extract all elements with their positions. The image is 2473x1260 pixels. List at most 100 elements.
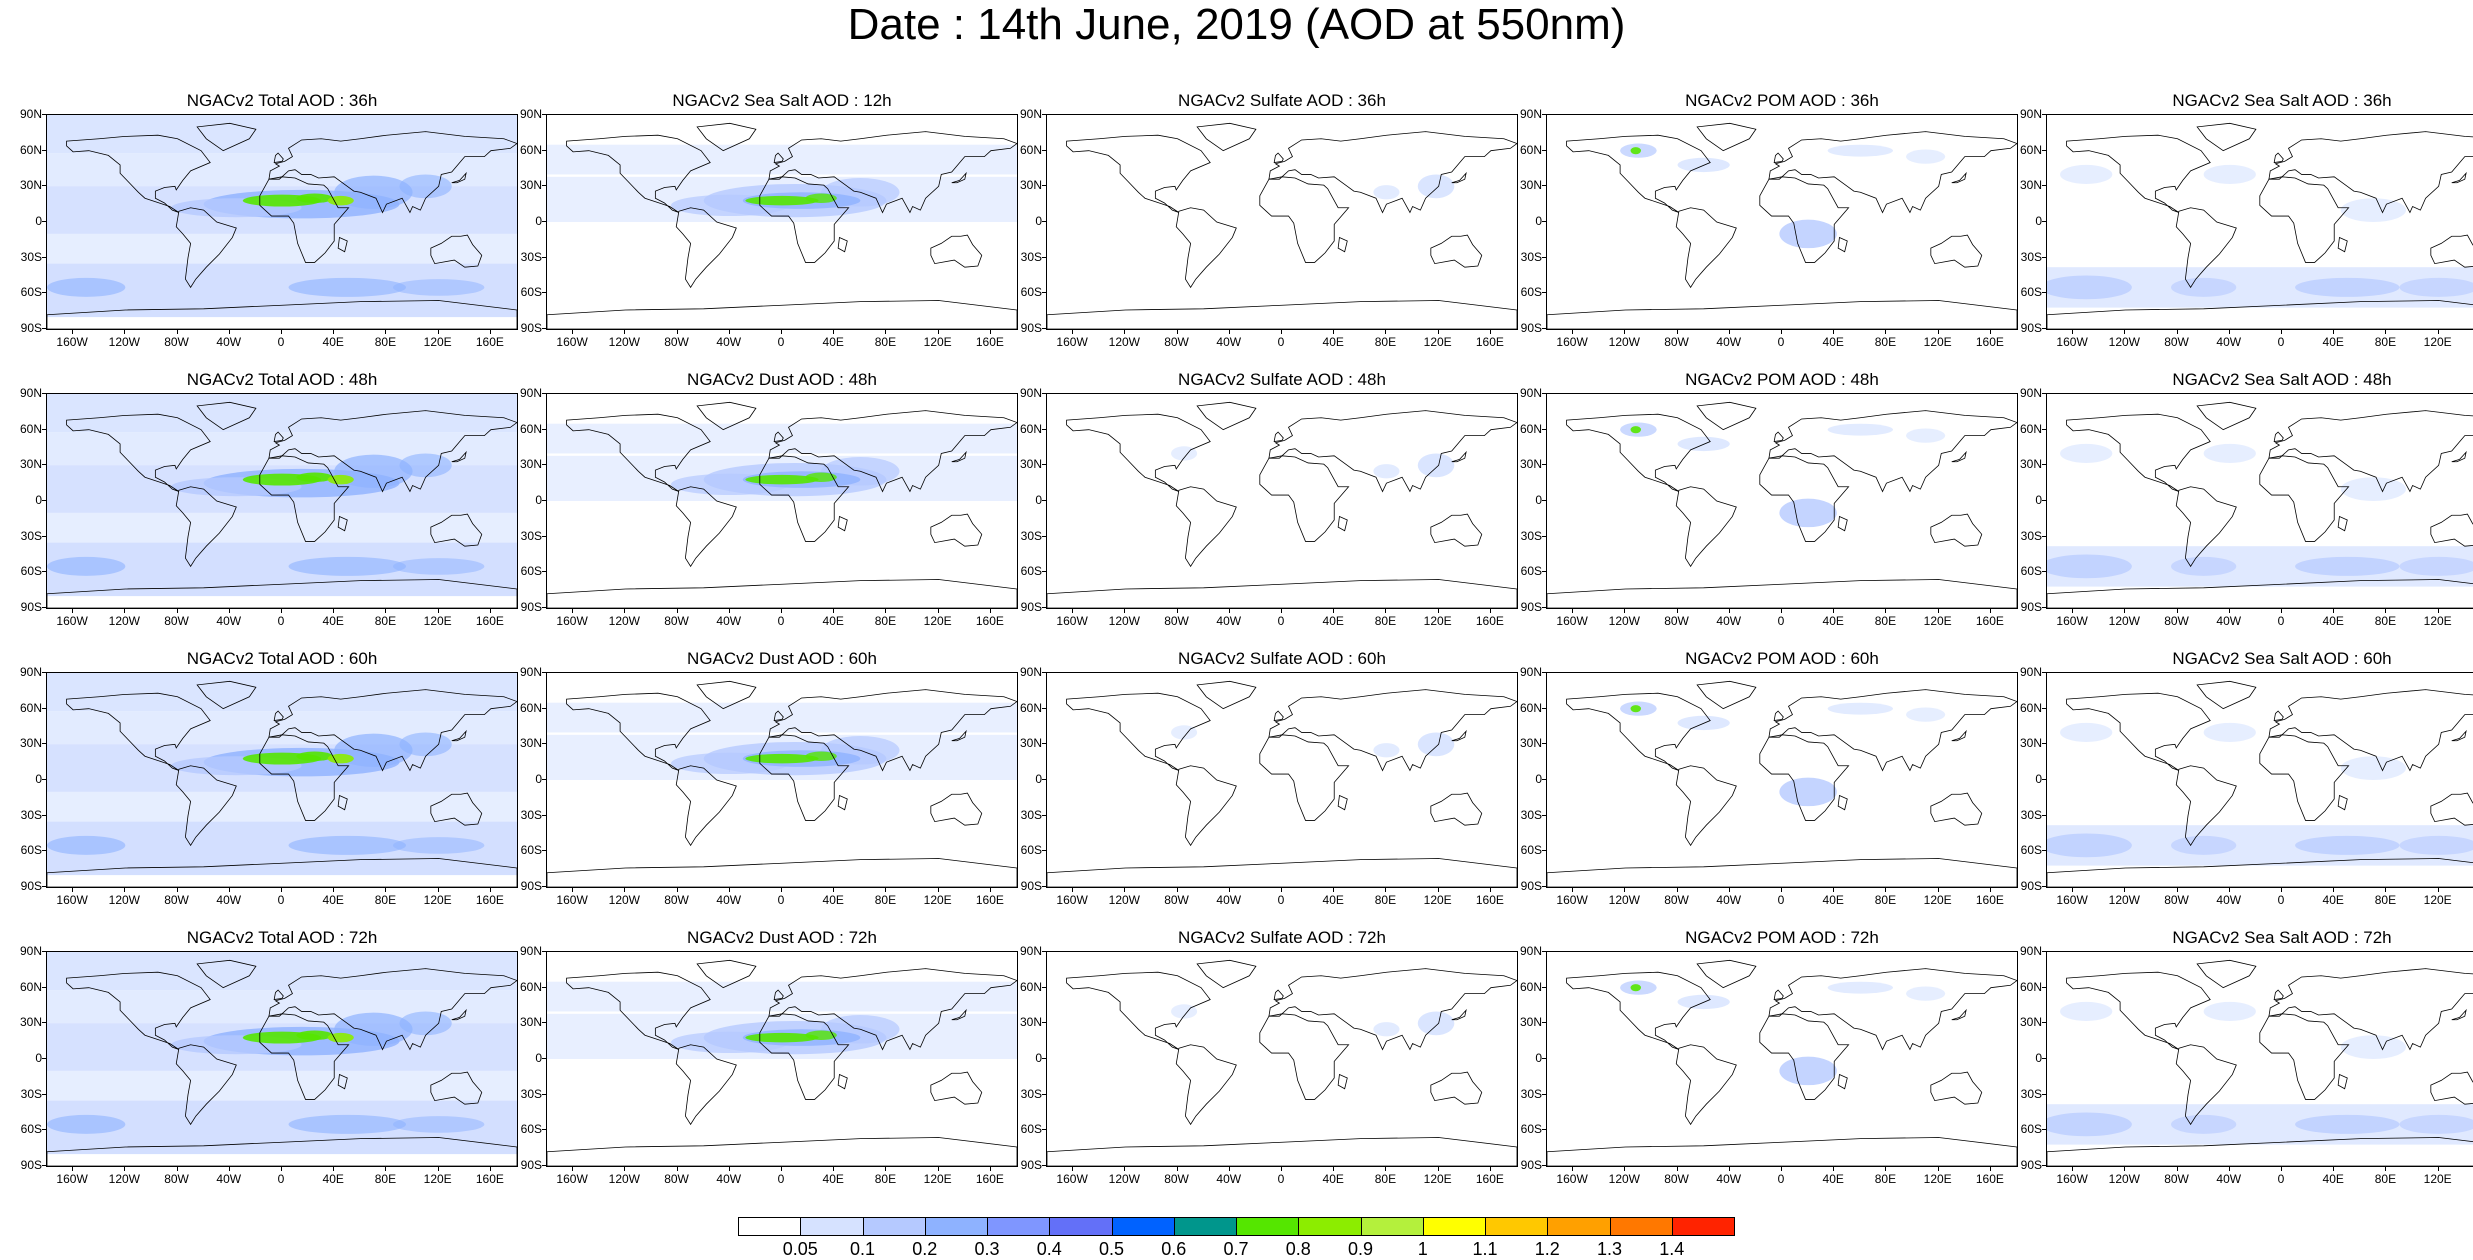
lon-tick-label: 40E: [1822, 893, 1844, 907]
lon-tick-label: 160W: [2056, 893, 2088, 907]
lon-tick-label: 160W: [556, 335, 588, 349]
lon-tick: [1489, 1166, 1491, 1171]
lat-tick-label: 0: [535, 1051, 542, 1065]
lon-tick-label: 80E: [374, 614, 397, 628]
lat-tick-label: 90S: [1020, 1158, 1042, 1172]
colorbar-swatch: [1609, 1217, 1673, 1236]
lat-tick: [42, 1022, 46, 1024]
lon-tick-label: 80W: [1164, 1172, 1189, 1186]
lat-tick: [2042, 814, 2046, 816]
lon-tick: [2437, 1166, 2439, 1171]
lon-tick: [1176, 329, 1178, 334]
lat-tick: [542, 1129, 546, 1131]
lon-tick-label: 80E: [874, 614, 897, 628]
lat-tick: [1042, 986, 1046, 988]
colorbar-swatch: [738, 1217, 802, 1236]
lat-tick-label: 60N: [19, 979, 42, 994]
lon-tick-label: 160W: [1556, 335, 1588, 349]
lon-tick: [228, 608, 230, 613]
lon-tick: [385, 1166, 387, 1171]
lon-tick-label: 160W: [56, 614, 88, 628]
lon-tick-label: 0: [1277, 335, 1285, 349]
lon-tick: [333, 887, 335, 892]
lon-tick: [1176, 887, 1178, 892]
lon-tick-label: 40W: [2216, 335, 2242, 349]
aod-field-map: [1047, 680, 1517, 887]
lat-tick: [542, 149, 546, 151]
lon-tick-label: 120W: [608, 614, 640, 628]
lon-tick: [1385, 329, 1387, 334]
lon-tick: [281, 887, 282, 892]
lat-tick: [1542, 464, 1546, 466]
colorbar-swatch: [987, 1217, 1051, 1236]
lon-tick: [1281, 608, 1282, 613]
lon-tick: [1833, 329, 1835, 334]
map-frame: [2046, 672, 2473, 888]
lon-tick: [1489, 887, 1491, 892]
lat-tick-label: 60N: [19, 421, 42, 436]
lon-tick-label: 40W: [2216, 893, 2242, 907]
colorbar-swatch: [1049, 1217, 1113, 1236]
lon-tick: [72, 887, 74, 892]
lon-tick-label: 80E: [1374, 335, 1397, 349]
lat-tick-label: 60S: [1020, 843, 1042, 858]
lat-tick-label: 60N: [1519, 142, 1542, 157]
lon-tick-label: 160W: [1556, 893, 1588, 907]
lon-tick: [676, 1166, 678, 1171]
lat-tick: [42, 114, 46, 115]
lon-tick-label: 160E: [2468, 336, 2473, 348]
lat-tick-label: 0: [1535, 772, 1542, 786]
lon-tick: [333, 608, 335, 613]
lon-tick: [937, 329, 939, 334]
lat-tick-label: 0: [1535, 1051, 1542, 1065]
colorbar-swatch: [1547, 1217, 1611, 1236]
lat-tick-label: 90N: [1019, 386, 1042, 400]
lat-tick-label: 90N: [2019, 944, 2042, 958]
lon-tick-label: 40E: [822, 893, 844, 907]
lon-tick: [1833, 887, 1835, 892]
lat-tick: [1542, 500, 1546, 501]
lat-tick-label: 60S: [1020, 1122, 1042, 1137]
lon-tick: [176, 887, 178, 892]
lat-tick: [2042, 221, 2046, 222]
lat-tick-label: 30S: [1520, 1086, 1542, 1101]
lat-tick-label: 30N: [19, 1015, 42, 1030]
lon-tick: [2228, 608, 2230, 613]
lon-tick-label: 160E: [1475, 893, 1504, 907]
lon-tick: [989, 887, 991, 892]
lon-tick: [2281, 329, 2282, 334]
lon-tick: [1781, 887, 1782, 892]
lat-tick-label: 90S: [2020, 1158, 2042, 1172]
lon-tick-label: 40W: [1716, 335, 1742, 349]
lat-tick: [1042, 292, 1046, 294]
lat-tick-label: 90S: [1520, 1158, 1542, 1172]
lat-tick: [42, 500, 46, 501]
map-panel-pom: NGACv2 POM AOD : 36h 90N 60N 30N 0 30S 60S 90S 1…: [1520, 90, 2018, 370]
lon-tick-label: 40W: [1716, 614, 1742, 628]
lon-tick: [281, 1166, 282, 1171]
panel-title: NGACv2 POM AOD : 36h: [1685, 91, 1879, 110]
colorbar-label: 0.5: [1098, 1239, 1125, 1259]
lat-tick-label: 0: [1035, 493, 1042, 507]
lon-tick: [1728, 608, 1730, 613]
lon-tick-label: 80W: [1164, 893, 1189, 907]
lon-tick: [489, 329, 491, 334]
lon-tick-label: 40E: [1322, 1172, 1344, 1186]
lon-tick: [489, 887, 491, 892]
lon-tick-label: 120E: [2423, 335, 2452, 349]
lon-tick: [1333, 887, 1335, 892]
lon-tick-label: 40E: [2322, 335, 2344, 349]
lat-tick: [542, 221, 546, 222]
lon-tick: [728, 887, 730, 892]
lon-tick: [2333, 608, 2335, 613]
lat-tick: [2042, 292, 2046, 294]
lon-tick: [437, 1166, 439, 1171]
lon-tick-label: 40E: [822, 335, 844, 349]
lon-tick: [2228, 887, 2230, 892]
lat-tick-label: 90N: [1519, 665, 1542, 679]
lat-tick: [42, 292, 46, 294]
lon-tick-label: 80E: [1374, 893, 1397, 907]
lon-tick: [2228, 1166, 2230, 1171]
lat-tick: [1542, 1058, 1546, 1059]
lon-tick-label: 120E: [2423, 614, 2452, 628]
